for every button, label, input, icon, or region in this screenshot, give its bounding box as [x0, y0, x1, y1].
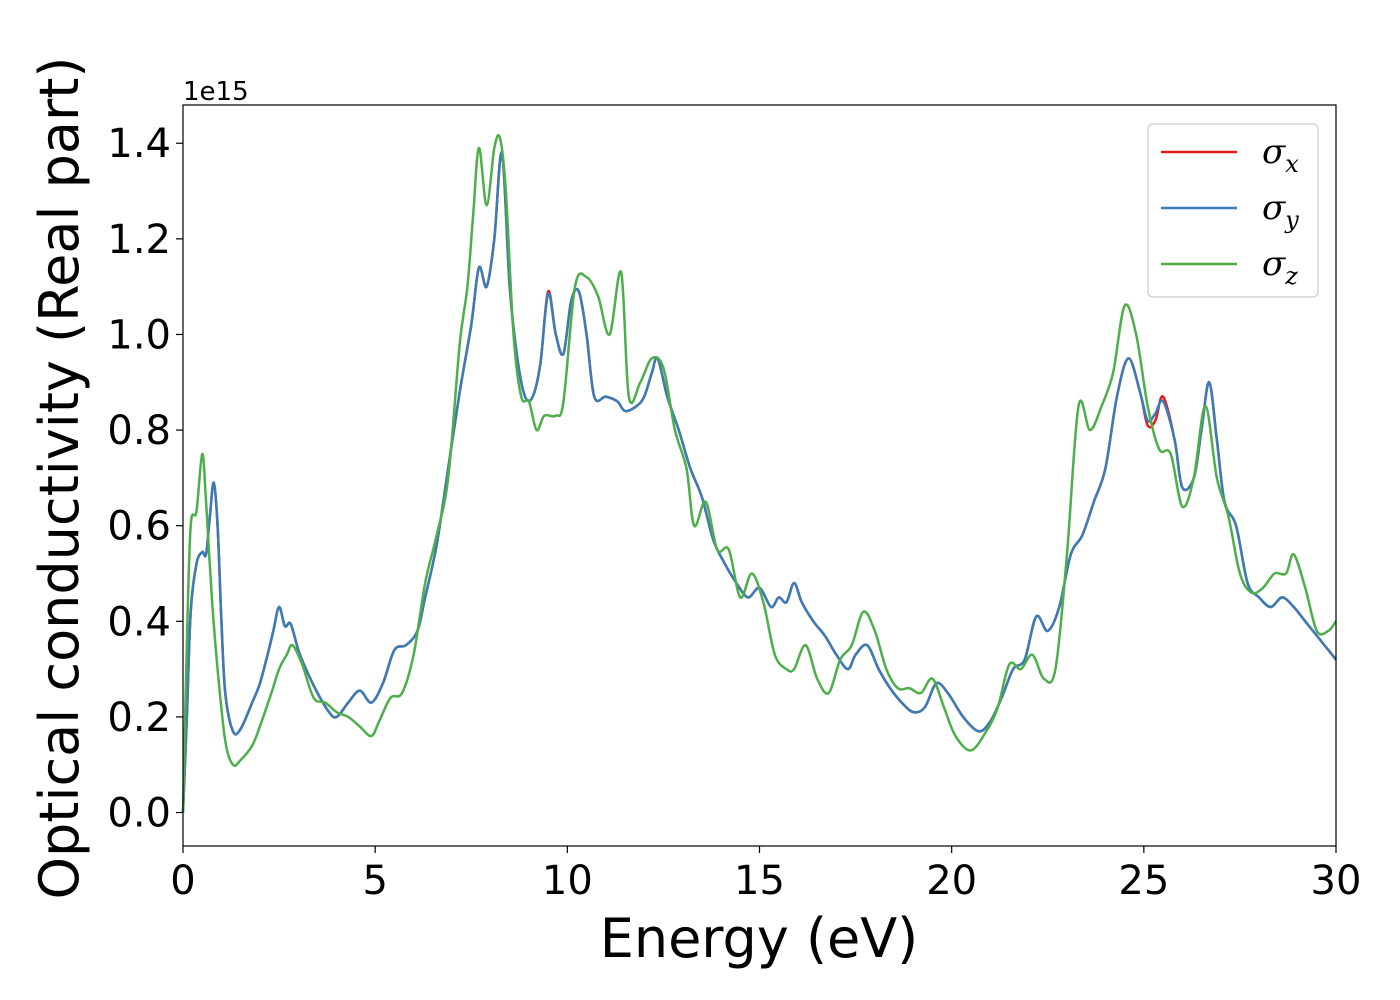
y-offset-label: 1e15 [183, 77, 249, 107]
y-tick-label: 0.0 [107, 791, 171, 837]
x-axis: 0 5 10 15 20 25 30 [170, 846, 1361, 904]
x-tick-label: 25 [1118, 858, 1169, 904]
y-tick-label: 0.4 [107, 599, 171, 645]
y-tick-label: 1.0 [107, 312, 171, 358]
y-axis: 0.0 0.2 0.4 0.6 0.8 1.0 1.2 1.4 [107, 121, 183, 837]
series-line-z [181, 134, 1338, 813]
x-tick-label: 20 [926, 858, 977, 904]
x-tick-label: 30 [1311, 858, 1362, 904]
y-tick-label: 0.2 [107, 695, 171, 741]
x-tick-label: 0 [170, 858, 195, 904]
series-line-y [181, 151, 1337, 813]
legend-box [1147, 123, 1319, 298]
y-tick-label: 1.2 [107, 217, 171, 263]
x-tick-label: 15 [734, 858, 785, 904]
y-tick-label: 0.6 [107, 504, 171, 550]
y-tick-label: 1.4 [107, 121, 171, 167]
x-tick-label: 10 [542, 858, 593, 904]
series-layer [181, 134, 1338, 813]
y-tick-label: 0.8 [107, 408, 171, 454]
x-axis-label: Energy (eV) [600, 907, 919, 970]
x-tick-label: 5 [362, 858, 387, 904]
y-axis-label: Optical conductivity (Real part) [28, 57, 91, 900]
